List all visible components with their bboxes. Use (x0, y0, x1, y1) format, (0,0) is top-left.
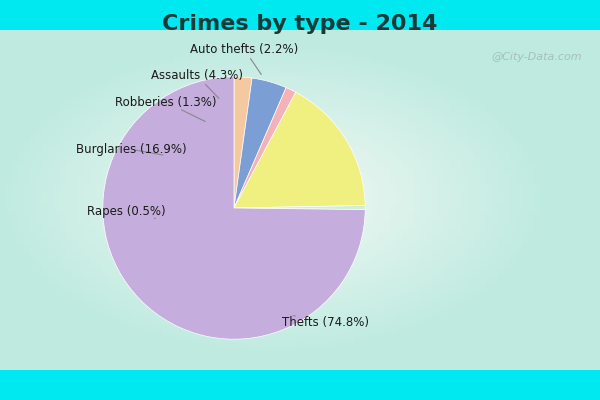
Text: Rapes (0.5%): Rapes (0.5%) (87, 204, 166, 218)
Text: Thefts (74.8%): Thefts (74.8%) (283, 316, 370, 329)
Wedge shape (103, 77, 365, 339)
Text: Assaults (4.3%): Assaults (4.3%) (151, 70, 243, 98)
Text: Burglaries (16.9%): Burglaries (16.9%) (76, 143, 187, 156)
Text: Robberies (1.3%): Robberies (1.3%) (115, 96, 217, 122)
Wedge shape (234, 78, 286, 208)
Wedge shape (234, 88, 296, 208)
Text: Auto thefts (2.2%): Auto thefts (2.2%) (190, 43, 299, 74)
Wedge shape (234, 206, 365, 210)
Wedge shape (234, 92, 365, 208)
Wedge shape (234, 77, 252, 208)
Text: @City-Data.com: @City-Data.com (491, 52, 582, 62)
Text: Crimes by type - 2014: Crimes by type - 2014 (163, 14, 437, 34)
